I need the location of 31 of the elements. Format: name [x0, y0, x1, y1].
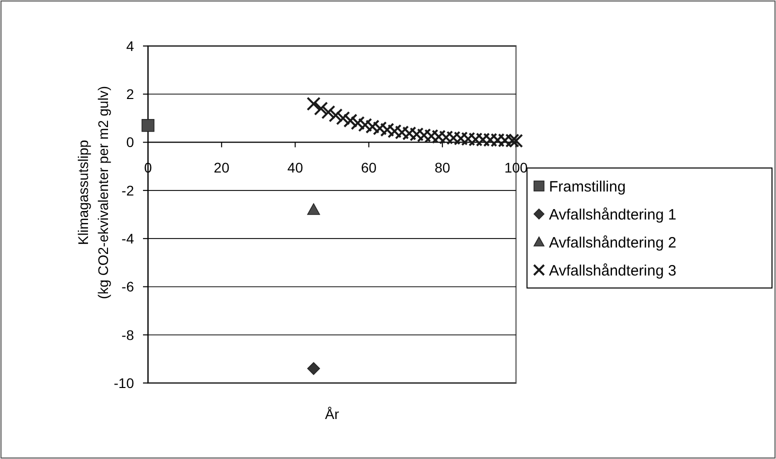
legend-label: Avfallshåndtering 2 [549, 234, 676, 252]
y-tick-label: 0 [126, 134, 134, 150]
point [307, 362, 320, 375]
y-axis-title: Klimagassutslipp (kg CO2-ekvivalenter per m2 gulv) [75, 86, 111, 300]
x-tick-label: 100 [504, 159, 528, 176]
point [142, 119, 154, 132]
y-tick-label: 4 [126, 38, 134, 54]
y-tick-label: -6 [122, 278, 134, 295]
y-tick-label: -2 [122, 182, 134, 198]
point [314, 102, 328, 116]
y-tick-label: -10 [114, 374, 134, 391]
x-axis-title: År [325, 406, 340, 422]
point [350, 116, 365, 130]
point [365, 120, 380, 134]
point [358, 118, 372, 132]
y-tick-label: 2 [126, 86, 134, 102]
point [306, 96, 321, 111]
x-tick-label: 40 [287, 159, 304, 176]
y-tick-label: -8 [122, 326, 134, 343]
legend-label: Avfallshåndtering 3 [549, 262, 676, 280]
y-tick-label: -4 [122, 230, 134, 246]
legend-label: Framstilling [549, 178, 626, 196]
point [307, 203, 320, 215]
point [336, 111, 350, 126]
legend-label: Avfallshåndtering 1 [549, 206, 676, 224]
x-tick-label: 20 [214, 159, 230, 176]
point [321, 105, 336, 120]
point [328, 108, 343, 122]
point [343, 114, 358, 128]
x-tick-label: 60 [361, 159, 377, 176]
x-tick-label: 80 [434, 159, 450, 176]
